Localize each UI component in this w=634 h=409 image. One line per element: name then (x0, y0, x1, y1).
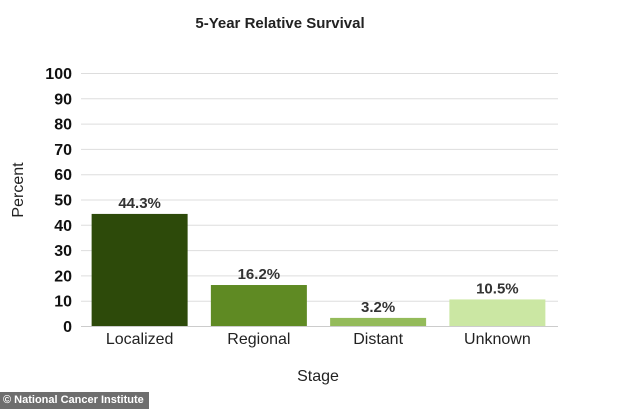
bars (91, 213, 546, 326)
y-tick-label: 80 (54, 117, 72, 134)
bar-distant (330, 317, 427, 326)
bar-regional (210, 285, 307, 326)
y-axis-ticks: 0 10 20 30 40 50 60 70 80 90 100 (45, 66, 72, 336)
data-labels: 44.3% 16.2% 3.2% 10.5% (118, 195, 518, 316)
bar-unknown (449, 299, 546, 326)
y-tick-label: 40 (54, 218, 72, 235)
survival-bar-chart: 5-Year Relative Survival 0 10 20 30 40 50 60 70… (10, 15, 558, 385)
y-tick-label: 50 (54, 193, 72, 210)
x-tick-label-distant: Distant (353, 331, 403, 348)
y-tick-label: 100 (45, 66, 72, 83)
y-tick-label: 0 (63, 319, 72, 336)
x-axis-label: Stage (297, 368, 339, 385)
y-tick-label: 30 (54, 243, 72, 260)
y-tick-label: 90 (54, 91, 72, 108)
data-label-distant: 3.2% (361, 299, 395, 316)
x-axis-ticks: Localized Regional Distant Unknown (106, 331, 531, 348)
x-tick-label-regional: Regional (227, 331, 290, 348)
y-tick-label: 20 (54, 268, 72, 285)
data-label-localized: 44.3% (118, 195, 161, 212)
x-tick-label-localized: Localized (106, 331, 174, 348)
credit-badge: © National Cancer Institute (0, 392, 149, 409)
chart-title: 5-Year Relative Survival (195, 15, 364, 32)
data-label-regional: 16.2% (238, 266, 281, 283)
x-tick-label-unknown: Unknown (464, 331, 531, 348)
y-tick-label: 10 (54, 294, 72, 311)
y-axis-label: Percent (10, 162, 27, 218)
bar-localized (91, 213, 188, 326)
data-label-unknown: 10.5% (476, 280, 519, 297)
y-tick-label: 60 (54, 167, 72, 184)
y-tick-label: 70 (54, 142, 72, 159)
